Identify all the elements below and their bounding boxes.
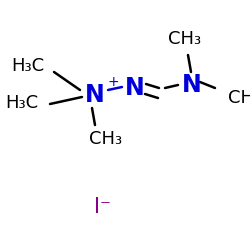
Text: I⁻: I⁻	[94, 197, 112, 217]
Text: CH₃: CH₃	[168, 30, 202, 48]
Text: H₃C: H₃C	[5, 94, 38, 112]
Text: N: N	[125, 76, 145, 100]
Text: CH₃: CH₃	[90, 130, 122, 148]
Text: N: N	[85, 83, 105, 107]
Text: N: N	[182, 73, 202, 97]
Text: +: +	[107, 75, 119, 89]
Text: H₃C: H₃C	[11, 57, 44, 75]
Text: CH₃: CH₃	[228, 89, 250, 107]
